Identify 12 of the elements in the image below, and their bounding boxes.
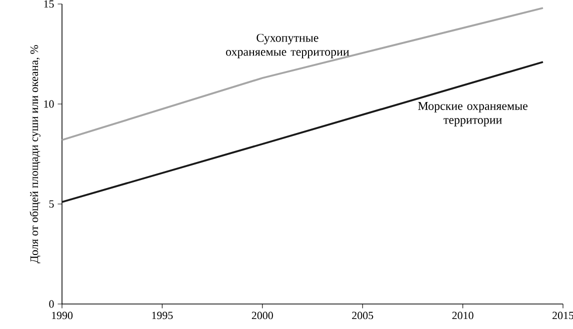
series-label: Морские охраняемые территории bbox=[418, 102, 528, 126]
y-tick-label: 15 bbox=[44, 0, 54, 8]
x-tick-label: 2000 bbox=[252, 312, 273, 320]
x-tick-label: 1995 bbox=[152, 312, 173, 320]
y-tick-label: 10 bbox=[44, 100, 54, 108]
y-tick-label: 0 bbox=[49, 300, 54, 308]
y-axis-title: Доля от общей площади суши или океана, % bbox=[30, 45, 40, 264]
series-label: Сухопутные охраняемые территории bbox=[226, 34, 350, 58]
y-tick-label: 5 bbox=[49, 200, 54, 208]
x-tick-label: 1990 bbox=[52, 312, 73, 320]
x-tick-label: 2010 bbox=[452, 312, 474, 320]
x-tick-label: 2005 bbox=[352, 312, 374, 320]
